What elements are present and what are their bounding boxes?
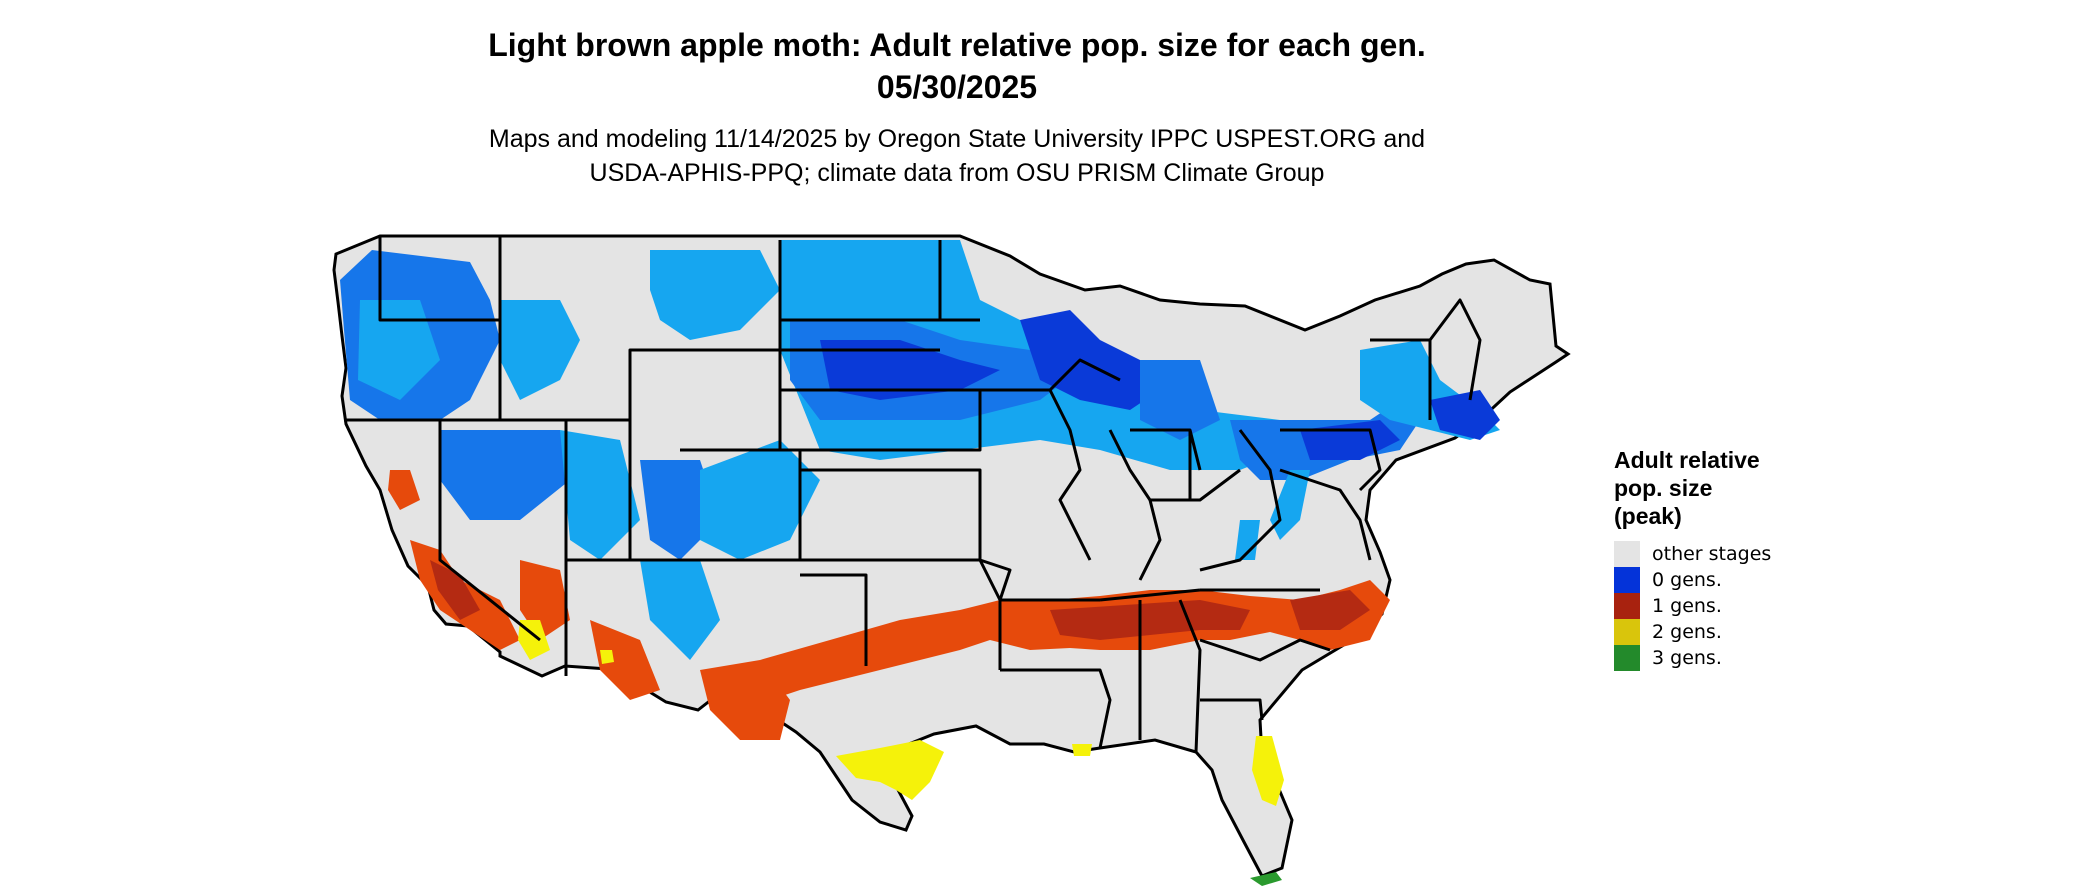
map-title: Light brown apple moth: Adult relative p… — [0, 24, 1914, 108]
legend-label: 3 gens. — [1652, 647, 1722, 669]
legend-label: 0 gens. — [1652, 569, 1722, 591]
legend-item-3-gens: 3 gens. — [1614, 645, 1914, 671]
legend-item-0-gens: 0 gens. — [1614, 567, 1914, 593]
us-land — [332, 234, 1571, 878]
state-borders — [344, 236, 1482, 753]
legend-title-line-1: Adult relative — [1614, 447, 1760, 473]
legend-swatch — [1614, 645, 1640, 671]
legend-item-2-gens: 2 gens. — [1614, 619, 1914, 645]
legend-label: 2 gens. — [1652, 621, 1722, 643]
subtitle-line-1: Maps and modeling 11/14/2025 by Oregon S… — [488, 125, 1426, 153]
subtitle-line-2: USDA-APHIS-PPQ; climate data from OSU PR… — [589, 159, 1325, 187]
legend-swatch — [1614, 619, 1640, 645]
legend-swatch — [1614, 567, 1640, 593]
legend-title-line-2: pop. size — [1614, 475, 1713, 501]
legend-label: 1 gens. — [1652, 595, 1722, 617]
legend-swatch — [1614, 541, 1640, 567]
title-date: 05/30/2025 — [876, 69, 1038, 105]
legend-title: Adult relative pop. size (peak) — [1614, 446, 1914, 530]
legend-item-1-gens: 1 gens. — [1614, 593, 1914, 619]
legend-label: other stages — [1652, 543, 1772, 565]
map-legend: Adult relative pop. size (peak) other st… — [1614, 446, 1914, 671]
legend-swatch — [1614, 593, 1640, 619]
zone-3-gens — [1250, 872, 1282, 886]
map-subtitle: Maps and modeling 11/14/2025 by Oregon S… — [0, 122, 1914, 190]
legend-item-other-stages: other stages — [1614, 541, 1914, 567]
legend-title-line-3: (peak) — [1614, 503, 1682, 529]
title-line-1: Light brown apple moth: Adult relative p… — [488, 27, 1426, 63]
